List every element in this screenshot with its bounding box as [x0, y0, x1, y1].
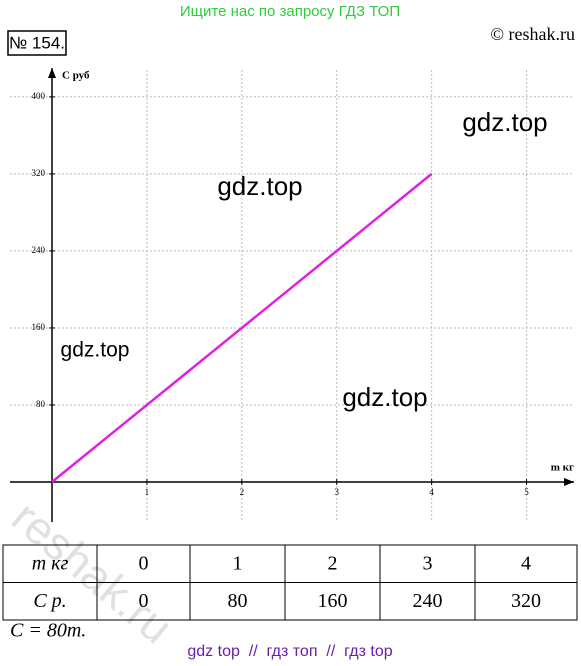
cell-value: 2: [328, 552, 338, 574]
row-header: C р.: [33, 590, 66, 612]
cell-value: 4: [521, 552, 531, 574]
cell-value: 240: [413, 590, 443, 612]
banner: Ищите нас по запросу ГДЗ ТОП: [180, 3, 400, 20]
y-tick-label: 160: [32, 322, 46, 332]
copyright: © reshak.ru: [490, 24, 575, 44]
y-axis-label: С руб: [62, 70, 90, 82]
x-tick-label: 4: [429, 487, 434, 497]
x-tick-label: 2: [240, 487, 245, 497]
table: m кг 0 1 2 3 4 C р. 0 80 160 240 320: [2, 544, 578, 621]
problem-number: № 154.: [9, 33, 65, 52]
y-axis-arrow: [48, 68, 56, 78]
x-axis-label: m кг: [551, 462, 574, 474]
watermark: gdz.top: [462, 107, 547, 137]
x-tick-label: 3: [334, 487, 339, 497]
problem-box: [7, 30, 67, 56]
cell-value: 320: [511, 590, 541, 612]
y-tick-label: 240: [32, 245, 46, 255]
y-tick-label: 400: [32, 91, 46, 101]
x-axis-arrow: [564, 478, 574, 486]
footer: gdz top // гдз топ // гдз top: [187, 643, 392, 660]
chart: 1 2 3 4 5 80 160 240 320 400 С руб m кг: [10, 68, 574, 522]
row-header: m кг: [32, 552, 69, 574]
cell-value: 160: [318, 590, 348, 612]
watermark: gdz.top: [342, 382, 427, 412]
x-tick-label: 5: [524, 487, 529, 497]
watermark: gdz.top: [217, 171, 302, 201]
line: [51, 172, 433, 483]
cell-value: 3: [423, 552, 433, 574]
cell-value: 0: [139, 552, 149, 574]
cell-value: 0: [139, 590, 149, 612]
y-tick-label: 320: [32, 168, 46, 178]
y-tick-label: 80: [36, 399, 46, 409]
cell-value: 80: [228, 590, 248, 612]
formula: C = 80m.: [10, 620, 86, 642]
x-tick-label: 1: [145, 487, 150, 497]
cell-value: 1: [233, 552, 243, 574]
watermark: gdz.top: [61, 339, 130, 362]
table-cell: [474, 582, 578, 621]
